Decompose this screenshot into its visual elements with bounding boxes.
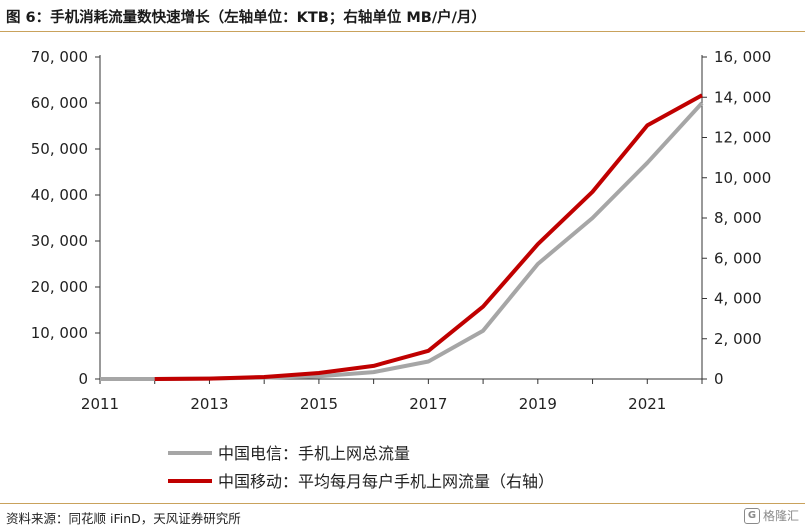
figure-title: 图 6：手机消耗流量数快速增长（左轴单位：KTB；右轴单位 MB/户/月） <box>6 10 486 26</box>
chart-axes: 0 10, 000 20, 000 30, 000 40, 000 50, 000 60, … <box>31 48 772 413</box>
source-rule <box>0 503 805 504</box>
y-left-tick-label: 30, 000 <box>31 232 88 250</box>
source-note: 资料来源：同花顺 iFinD，天风证券研究所 <box>6 511 241 526</box>
series-line-1 <box>100 101 704 381</box>
y-left-tick-label: 70, 000 <box>31 48 88 66</box>
watermark: G 格隆汇 <box>743 507 799 524</box>
x-tick-label: 2013 <box>190 395 228 413</box>
y-right-tick-label: 2, 000 <box>714 330 762 348</box>
x-tick-label: 2017 <box>409 395 447 413</box>
series-line-2 <box>154 93 703 381</box>
y-left-tick-label: 50, 000 <box>31 140 88 158</box>
legend-label-2: 中国移动：平均每月每户手机上网流量（右轴） <box>218 472 554 491</box>
y-left-tick-label: 10, 000 <box>31 324 88 342</box>
y-right-tick-label: 12, 000 <box>714 129 771 147</box>
y-right-tick-label: 6, 000 <box>714 249 762 267</box>
y-left-tick-label: 20, 000 <box>31 278 88 296</box>
title-rule <box>0 31 805 32</box>
y-right-tick-label: 0 <box>714 370 724 388</box>
y-right-tick-label: 10, 000 <box>714 169 771 187</box>
line-chart: 0 10, 000 20, 000 30, 000 40, 000 50, 000 60, … <box>31 48 772 491</box>
watermark-logo-icon: G <box>743 507 760 524</box>
x-tick-label: 2021 <box>628 395 666 413</box>
legend-label-1: 中国电信：手机上网总流量 <box>218 444 410 463</box>
x-tick-label: 2019 <box>519 395 557 413</box>
series-layer <box>100 93 704 381</box>
x-tick-label: 2015 <box>300 395 338 413</box>
y-left-tick-label: 0 <box>78 370 88 388</box>
y-right-tick-label: 16, 000 <box>714 48 771 66</box>
y-right-tick-label: 14, 000 <box>714 88 771 106</box>
y-left-tick-label: 60, 000 <box>31 94 88 112</box>
watermark-text: 格隆汇 <box>762 509 799 523</box>
y-right-tick-label: 4, 000 <box>714 290 762 308</box>
x-tick-label: 2011 <box>81 395 119 413</box>
y-right-tick-label: 8, 000 <box>714 209 762 227</box>
y-left-tick-label: 40, 000 <box>31 186 88 204</box>
